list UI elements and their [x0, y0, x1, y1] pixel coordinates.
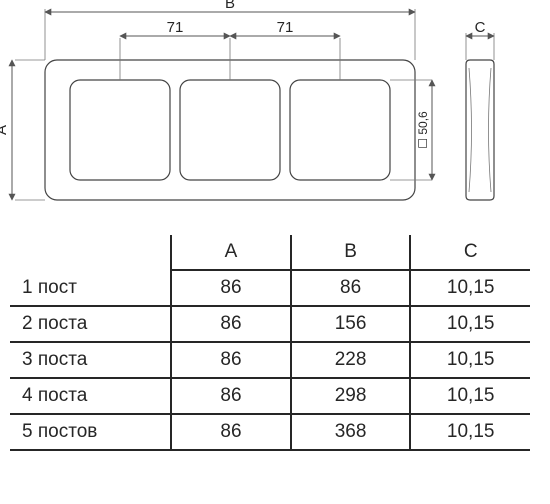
cell: 86 — [171, 270, 291, 306]
dim-label: C — [475, 19, 486, 36]
cell: 10,15 — [410, 306, 530, 342]
cell: 298 — [291, 378, 411, 414]
cell: 368 — [291, 414, 411, 450]
side-view: C — [466, 19, 494, 200]
cell: 10,15 — [410, 378, 530, 414]
cell: 86 — [171, 342, 291, 378]
frame-outline — [45, 60, 415, 200]
slot-outline — [70, 80, 170, 180]
row-label: 5 постов — [10, 414, 171, 450]
table-corner — [10, 235, 171, 270]
dim-label: 71 — [167, 19, 184, 36]
cell: 86 — [171, 306, 291, 342]
cell: 86 — [291, 270, 411, 306]
cell: 10,15 — [410, 414, 530, 450]
cell: 86 — [171, 414, 291, 450]
row-label: 2 поста — [10, 306, 171, 342]
table-row: 5 постов8636810,15 — [10, 414, 530, 450]
slot-size-label: ☐ 50,6 — [416, 111, 430, 149]
cell: 86 — [171, 378, 291, 414]
table-row: 2 поста8615610,15 — [10, 306, 530, 342]
dim-label: B — [225, 0, 235, 12]
table-row: 3 поста8622810,15 — [10, 342, 530, 378]
slot-outline — [180, 80, 280, 180]
col-header: C — [410, 235, 530, 270]
dim-label: A — [0, 125, 10, 135]
cell: 156 — [291, 306, 411, 342]
cell: 10,15 — [410, 270, 530, 306]
dimension-drawing: B A 71 71 ☐ 50,6 C — [0, 0, 550, 230]
front-view: B A 71 71 ☐ 50,6 — [0, 0, 432, 200]
dim-label: 71 — [277, 19, 294, 36]
row-label: 3 поста — [10, 342, 171, 378]
dimensions-table: ABC1 пост868610,152 поста8615610,153 пос… — [10, 235, 530, 451]
slot-outline — [290, 80, 390, 180]
table-row: 1 пост868610,15 — [10, 270, 530, 306]
row-label: 1 пост — [10, 270, 171, 306]
cell: 10,15 — [410, 342, 530, 378]
row-label: 4 поста — [10, 378, 171, 414]
col-header: B — [291, 235, 411, 270]
cell: 228 — [291, 342, 411, 378]
col-header: A — [171, 235, 291, 270]
table-row: 4 поста8629810,15 — [10, 378, 530, 414]
